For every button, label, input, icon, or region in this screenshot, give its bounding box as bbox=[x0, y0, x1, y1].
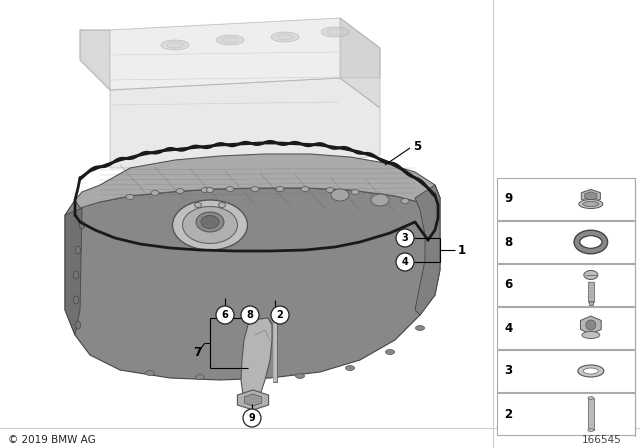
Bar bbox=[497, 221, 635, 263]
Bar bbox=[589, 301, 593, 305]
Ellipse shape bbox=[583, 202, 599, 207]
Ellipse shape bbox=[145, 370, 154, 375]
Ellipse shape bbox=[195, 375, 205, 379]
Ellipse shape bbox=[331, 189, 349, 201]
Ellipse shape bbox=[219, 311, 231, 319]
Ellipse shape bbox=[578, 365, 604, 377]
Ellipse shape bbox=[326, 188, 334, 193]
Ellipse shape bbox=[376, 194, 384, 198]
Ellipse shape bbox=[207, 188, 214, 193]
Ellipse shape bbox=[161, 40, 189, 50]
Ellipse shape bbox=[201, 215, 219, 228]
Circle shape bbox=[586, 320, 596, 330]
Ellipse shape bbox=[201, 188, 209, 193]
Polygon shape bbox=[65, 208, 82, 335]
Ellipse shape bbox=[588, 396, 594, 400]
Ellipse shape bbox=[76, 321, 81, 329]
Ellipse shape bbox=[246, 376, 255, 382]
Text: 8: 8 bbox=[504, 236, 512, 249]
Ellipse shape bbox=[415, 326, 424, 331]
Ellipse shape bbox=[151, 190, 159, 195]
Text: 8: 8 bbox=[246, 310, 253, 320]
Bar bbox=[588, 398, 594, 430]
Ellipse shape bbox=[222, 37, 238, 43]
Ellipse shape bbox=[176, 189, 184, 194]
Ellipse shape bbox=[301, 186, 309, 191]
Polygon shape bbox=[415, 185, 440, 315]
Ellipse shape bbox=[79, 221, 84, 229]
Ellipse shape bbox=[584, 271, 598, 280]
Polygon shape bbox=[585, 192, 597, 200]
Ellipse shape bbox=[195, 202, 202, 207]
Ellipse shape bbox=[76, 246, 81, 254]
Bar bbox=[497, 393, 635, 435]
Ellipse shape bbox=[385, 349, 394, 354]
Ellipse shape bbox=[401, 198, 409, 203]
Ellipse shape bbox=[321, 27, 349, 37]
Polygon shape bbox=[580, 316, 601, 334]
Ellipse shape bbox=[582, 237, 600, 247]
Ellipse shape bbox=[351, 190, 359, 194]
Circle shape bbox=[216, 306, 234, 324]
Circle shape bbox=[241, 306, 259, 324]
Text: 9: 9 bbox=[504, 193, 512, 206]
Ellipse shape bbox=[216, 35, 244, 45]
Polygon shape bbox=[80, 30, 110, 90]
Text: 4: 4 bbox=[402, 257, 408, 267]
Ellipse shape bbox=[346, 366, 355, 370]
Ellipse shape bbox=[276, 186, 284, 191]
Polygon shape bbox=[110, 78, 380, 168]
Ellipse shape bbox=[74, 296, 79, 304]
Ellipse shape bbox=[173, 200, 248, 250]
Ellipse shape bbox=[218, 202, 225, 207]
Ellipse shape bbox=[371, 194, 389, 206]
Ellipse shape bbox=[251, 186, 259, 191]
Text: 2: 2 bbox=[504, 408, 512, 421]
Text: 9: 9 bbox=[248, 413, 255, 423]
Ellipse shape bbox=[252, 319, 272, 331]
Polygon shape bbox=[244, 394, 262, 406]
Ellipse shape bbox=[167, 42, 183, 48]
Polygon shape bbox=[75, 154, 440, 208]
Ellipse shape bbox=[196, 212, 224, 232]
Ellipse shape bbox=[296, 374, 305, 379]
Text: 166545: 166545 bbox=[582, 435, 622, 445]
Ellipse shape bbox=[182, 207, 237, 244]
Ellipse shape bbox=[277, 34, 293, 40]
Text: 6: 6 bbox=[504, 279, 512, 292]
Circle shape bbox=[396, 229, 414, 247]
Bar bbox=[497, 264, 635, 306]
Text: 2: 2 bbox=[276, 310, 284, 320]
Bar bbox=[497, 350, 635, 392]
Text: 3: 3 bbox=[504, 365, 512, 378]
Circle shape bbox=[396, 253, 414, 271]
Text: 7: 7 bbox=[194, 345, 202, 358]
Ellipse shape bbox=[582, 332, 600, 339]
Bar bbox=[497, 178, 635, 220]
Text: © 2019 BMW AG: © 2019 BMW AG bbox=[8, 435, 96, 445]
Text: 6: 6 bbox=[221, 310, 228, 320]
Polygon shape bbox=[80, 18, 380, 90]
Bar bbox=[588, 282, 594, 302]
Circle shape bbox=[271, 306, 289, 324]
Ellipse shape bbox=[271, 32, 299, 42]
Ellipse shape bbox=[226, 186, 234, 191]
Ellipse shape bbox=[579, 199, 603, 208]
Polygon shape bbox=[237, 390, 269, 410]
Polygon shape bbox=[581, 190, 600, 202]
Text: 5: 5 bbox=[413, 139, 421, 152]
Text: 1: 1 bbox=[458, 244, 466, 257]
Bar bbox=[497, 307, 635, 349]
Polygon shape bbox=[241, 318, 272, 402]
Circle shape bbox=[243, 409, 261, 427]
Ellipse shape bbox=[588, 428, 594, 431]
Text: 4: 4 bbox=[504, 322, 512, 335]
Ellipse shape bbox=[583, 368, 598, 374]
Text: 3: 3 bbox=[402, 233, 408, 243]
Polygon shape bbox=[340, 18, 380, 108]
Polygon shape bbox=[65, 185, 440, 380]
Ellipse shape bbox=[74, 271, 79, 279]
Ellipse shape bbox=[126, 194, 134, 199]
Ellipse shape bbox=[327, 29, 343, 35]
